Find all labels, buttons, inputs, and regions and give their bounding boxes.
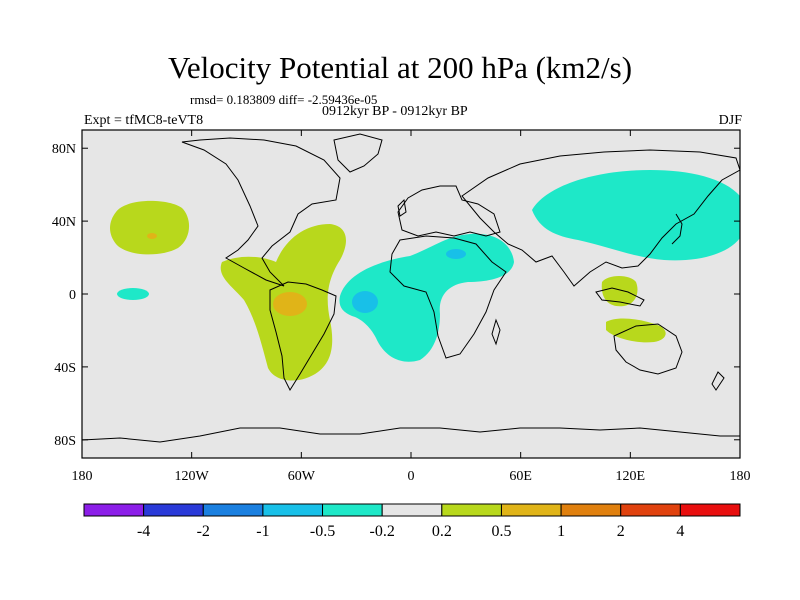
colorbar-labels: -4 -2 -1 -0.5 -0.2 0.2 0.5 1 2 4 xyxy=(137,523,684,540)
lon-label: 60W xyxy=(288,469,316,484)
lon-label: 180 xyxy=(72,469,93,484)
negative-anomaly-regions xyxy=(117,170,740,362)
colorbar-label: -2 xyxy=(197,523,210,540)
colorbar-label: 4 xyxy=(676,523,684,540)
colorbar-label: 0.2 xyxy=(432,523,452,540)
colorbar-swatch xyxy=(620,503,681,517)
longitude-labels: 180 120W 60W 0 60E 120E 180 xyxy=(72,469,751,484)
experiment-label: Expt = tfMC8-teVT8 xyxy=(84,113,204,128)
colorbar-label: 0.5 xyxy=(491,523,511,540)
coast-japan xyxy=(671,213,683,245)
coast-antarctica xyxy=(81,427,740,443)
colorbar-swatch xyxy=(560,503,622,517)
lon-label: 60E xyxy=(509,469,532,484)
lat-label: 0 xyxy=(69,288,76,303)
region-north-pacific-core xyxy=(147,233,157,239)
lat-label: 40S xyxy=(54,361,76,376)
colorbar-swatch xyxy=(500,503,562,517)
region-asia-pacific-negative xyxy=(532,170,740,261)
season-label: DJF xyxy=(718,113,742,128)
axis-ticks xyxy=(81,130,741,458)
region-east-pacific-negative xyxy=(117,288,149,300)
positive-anomaly-regions xyxy=(110,200,666,381)
lat-label: 80S xyxy=(54,434,76,449)
coast-greenland xyxy=(333,133,383,173)
coast-madagascar xyxy=(491,318,501,346)
colorbar-swatch xyxy=(202,503,264,517)
region-maritime-positive xyxy=(601,276,638,307)
coast-australia xyxy=(613,323,683,375)
period-line: 0912kyr BP - 0912kyr BP xyxy=(322,104,468,119)
colorbar-swatch xyxy=(679,503,741,517)
lon-label: 120E xyxy=(616,469,646,484)
coast-uk xyxy=(397,198,407,217)
page-title: Velocity Potential at 200 hPa (km2/s) xyxy=(167,50,633,85)
region-north-pacific-positive xyxy=(110,200,190,255)
lat-label: 80N xyxy=(52,142,76,157)
colorbar-label: 1 xyxy=(557,523,565,540)
region-atlantic-africa-negative xyxy=(339,233,514,362)
colorbar-swatch xyxy=(143,503,204,517)
colorbar-label: -0.5 xyxy=(310,523,335,540)
latitude-labels: 80N 40N 0 40S 80S xyxy=(52,142,76,449)
lon-label: 120W xyxy=(175,469,210,484)
coast-africa xyxy=(389,235,507,359)
region-atlantic-core xyxy=(352,291,378,313)
stats-line: rmsd= 0.183809 diff= -2.59436e-05 xyxy=(190,92,378,107)
colorbar-swatch xyxy=(441,503,502,517)
lat-label: 40N xyxy=(52,215,76,230)
coast-europe xyxy=(397,185,501,237)
coast-maritime xyxy=(595,287,645,307)
colorbar-label: -0.2 xyxy=(370,523,395,540)
region-south-america-core xyxy=(273,292,307,316)
colorbar-swatch xyxy=(83,503,145,517)
colorbar xyxy=(83,503,741,517)
lon-label: 0 xyxy=(408,469,415,484)
colorbar-label: -1 xyxy=(256,523,269,540)
colorbar-swatch xyxy=(381,503,443,517)
coast-new-zealand xyxy=(711,371,725,391)
colorbar-label: 2 xyxy=(617,523,625,540)
colorbar-label: -4 xyxy=(137,523,150,540)
coastlines xyxy=(81,133,741,443)
colorbar-swatch xyxy=(322,503,383,517)
colorbar-swatch xyxy=(262,503,324,517)
region-arabia-core xyxy=(446,249,466,259)
coast-north-america xyxy=(181,137,341,287)
lon-label: 180 xyxy=(730,469,751,484)
coast-south-america xyxy=(269,281,337,392)
coast-asia xyxy=(461,149,741,287)
